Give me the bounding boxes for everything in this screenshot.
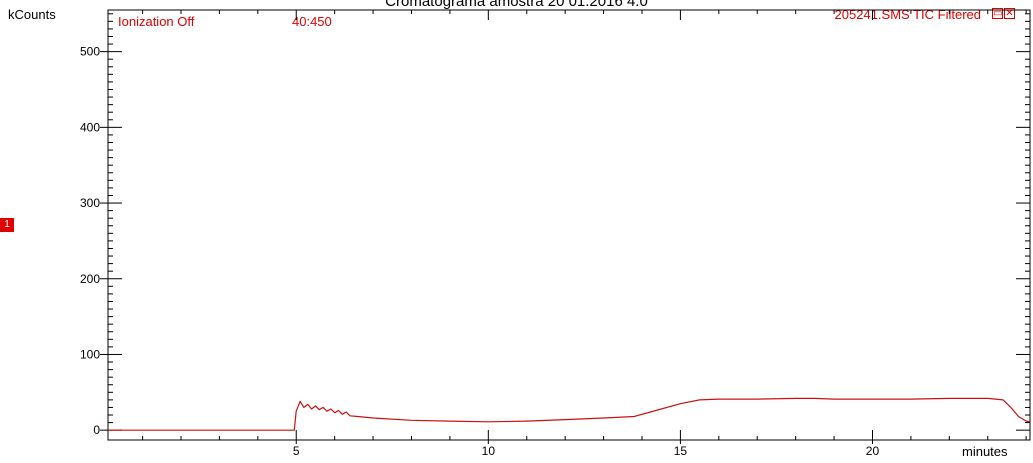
y-tick-label: 100 bbox=[80, 347, 100, 361]
chart-title: Cromatograma amostra 20 01.2016 4.0 bbox=[385, 0, 648, 10]
x-tick-label: 10 bbox=[482, 444, 496, 458]
y-tick-label: 500 bbox=[80, 45, 100, 59]
y-tick-label: 200 bbox=[80, 272, 100, 286]
trace-name: 205241.SMS TIC Filtered bbox=[834, 7, 981, 22]
x-axis-label: minutes bbox=[962, 444, 1008, 459]
x-tick-label: 15 bbox=[674, 444, 688, 458]
restore-icon[interactable]: ▭ bbox=[992, 8, 1003, 19]
close-icon[interactable]: ✕ bbox=[1004, 8, 1015, 19]
x-tick-label: 20 bbox=[866, 444, 880, 458]
y-axis-label: kCounts bbox=[8, 7, 56, 22]
plot-frame bbox=[107, 9, 1031, 441]
x-tick-label: 5 bbox=[293, 444, 300, 458]
y-tick-label: 0 bbox=[93, 423, 100, 437]
y-tick-label: 300 bbox=[80, 196, 100, 210]
trace-marker-badge[interactable]: 1 bbox=[0, 218, 14, 232]
tic-trace-line bbox=[108, 397, 1031, 431]
mass-range: 40:450 bbox=[292, 14, 332, 29]
ionization-status: Ionization Off bbox=[118, 14, 195, 29]
y-tick-label: 400 bbox=[80, 120, 100, 134]
